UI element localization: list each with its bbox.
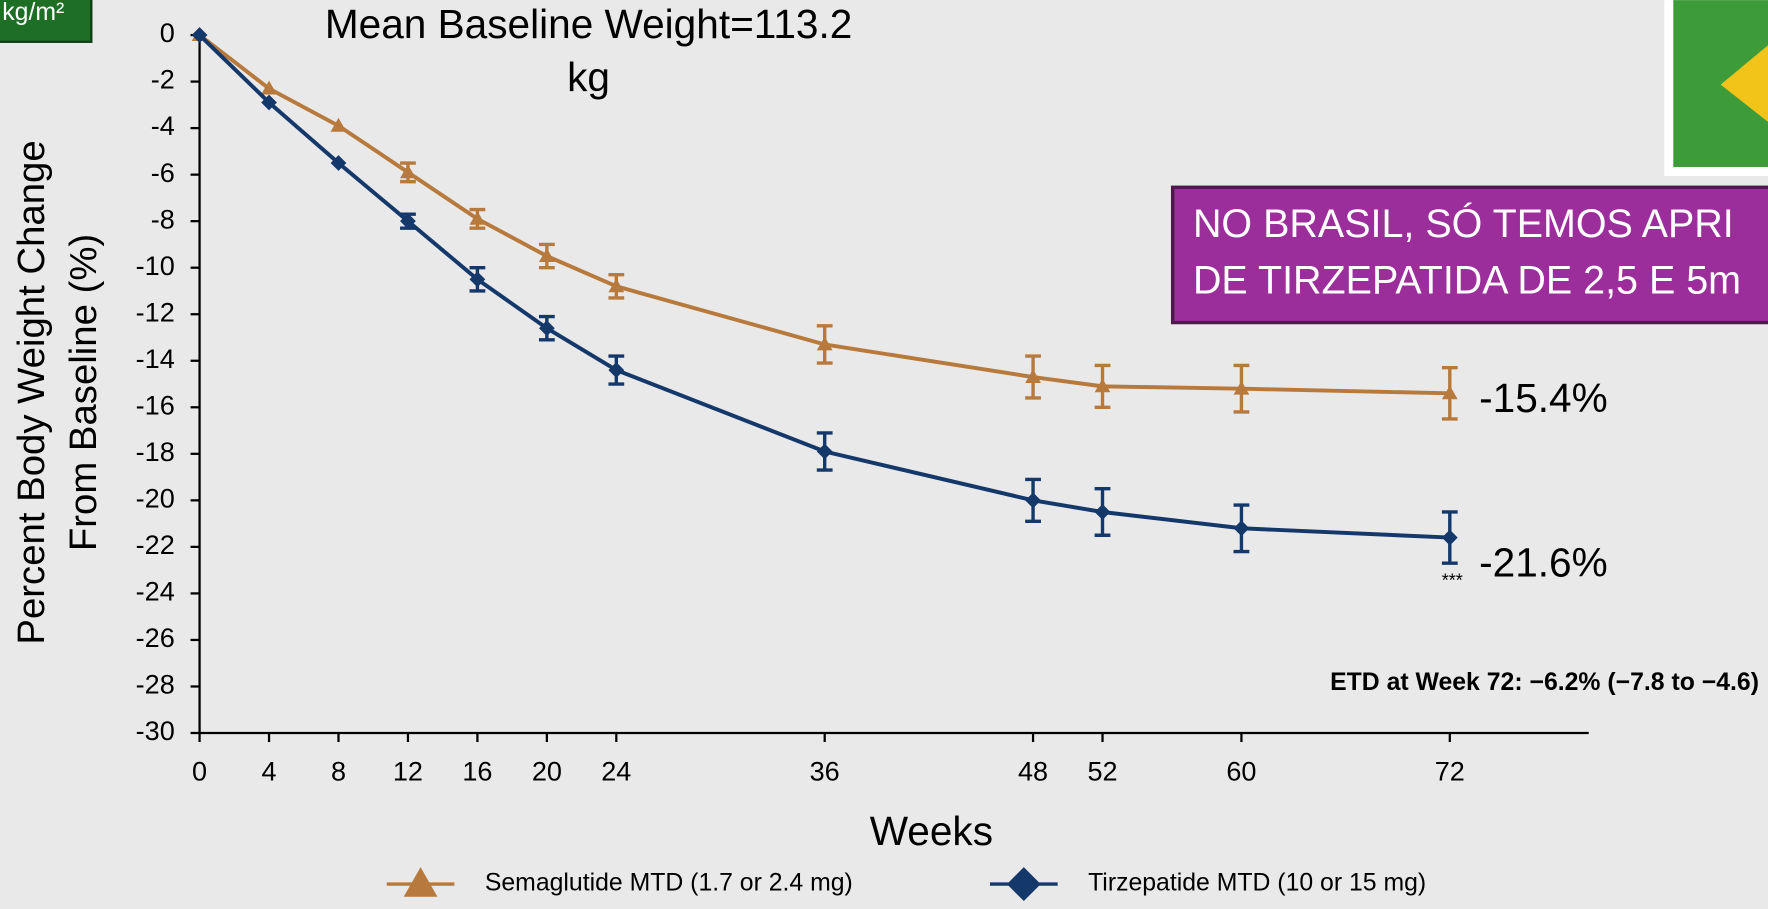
y-tick-label: -28 [136,670,175,700]
data-point [191,27,208,43]
y-tick-label: -16 [136,390,175,420]
data-point [261,80,277,95]
chart-title: Mean Baseline Weight=113.2 [325,1,853,47]
legend-label: Tirzepatide MTD (10 or 15 mg) [1088,870,1426,897]
badge: kg/m² [2,0,64,26]
x-tick-label: 60 [1226,757,1256,787]
y-tick-label: -4 [151,111,175,141]
series-line [198,33,1450,396]
data-point [1441,385,1458,400]
x-tick-label: 8 [331,757,346,787]
data-point [1233,380,1250,395]
badge-box [0,0,93,43]
x-tick-label: 36 [810,757,840,787]
data-point [1441,529,1458,546]
flag-diamond [1720,45,1768,122]
data-point [469,210,486,225]
x-tick-label: 12 [393,757,423,787]
legend-label: Semaglutide MTD (1.7 or 2.4 mg) [485,870,853,897]
data-point [816,443,833,460]
x-tick-label: 4 [262,757,277,787]
chart-title: kg [567,54,610,100]
x-tick-label: 52 [1087,757,1117,787]
x-tick-label: 24 [601,757,631,787]
x-tick-label: 72 [1435,757,1465,787]
y-tick-label: -14 [136,344,175,374]
y-tick-label: -10 [136,251,175,281]
data-point [1025,492,1041,509]
notice-box [1170,185,1768,325]
x-tick-label: 16 [462,757,492,787]
y-tick-label: -6 [151,158,175,188]
etd-note: ETD at Week 72: −6.2% (−7.8 to −4.6) [1330,669,1759,696]
value-label: -15.4% [1479,375,1608,421]
data-point [261,94,277,111]
x-axis-label: Weeks [870,808,993,854]
x-tick-label: 0 [192,757,207,787]
y-tick-label: -20 [136,483,175,513]
y-tick-label: -26 [136,623,175,653]
notice-line: DE TIRZEPATIDA DE 2,5 E 5m [1193,259,1741,303]
data-point [538,248,555,262]
y-tick-label: -18 [136,437,175,467]
y-tick-label: -2 [151,65,175,95]
significance: *** [1442,571,1463,591]
value-label: -21.6% [1479,539,1608,585]
data-point [330,117,347,132]
y-tick-label: -24 [136,577,175,607]
y-tick-label: 0 [160,18,175,48]
data-point [1025,369,1041,383]
y-axis-label: From Baseline (%) [62,234,105,551]
y-tick-label: -30 [136,716,175,746]
y-tick-label: -8 [151,204,175,234]
legend-marker [403,867,438,897]
data-point [816,336,833,351]
y-tick-label: -12 [136,297,175,327]
data-point [1233,520,1250,537]
data-point [1094,378,1111,393]
notice-line: NO BRASIL, SÓ TEMOS APRI [1193,202,1734,246]
series-line [198,33,1450,540]
data-point [608,278,625,293]
x-tick-label: 48 [1018,757,1048,787]
y-tick-label: -22 [136,530,175,560]
data-point [608,362,625,378]
data-point [469,271,486,288]
x-tick-label: 20 [532,757,562,787]
y-axis-label: Percent Body Weight Change [10,140,53,644]
data-point [400,164,416,179]
